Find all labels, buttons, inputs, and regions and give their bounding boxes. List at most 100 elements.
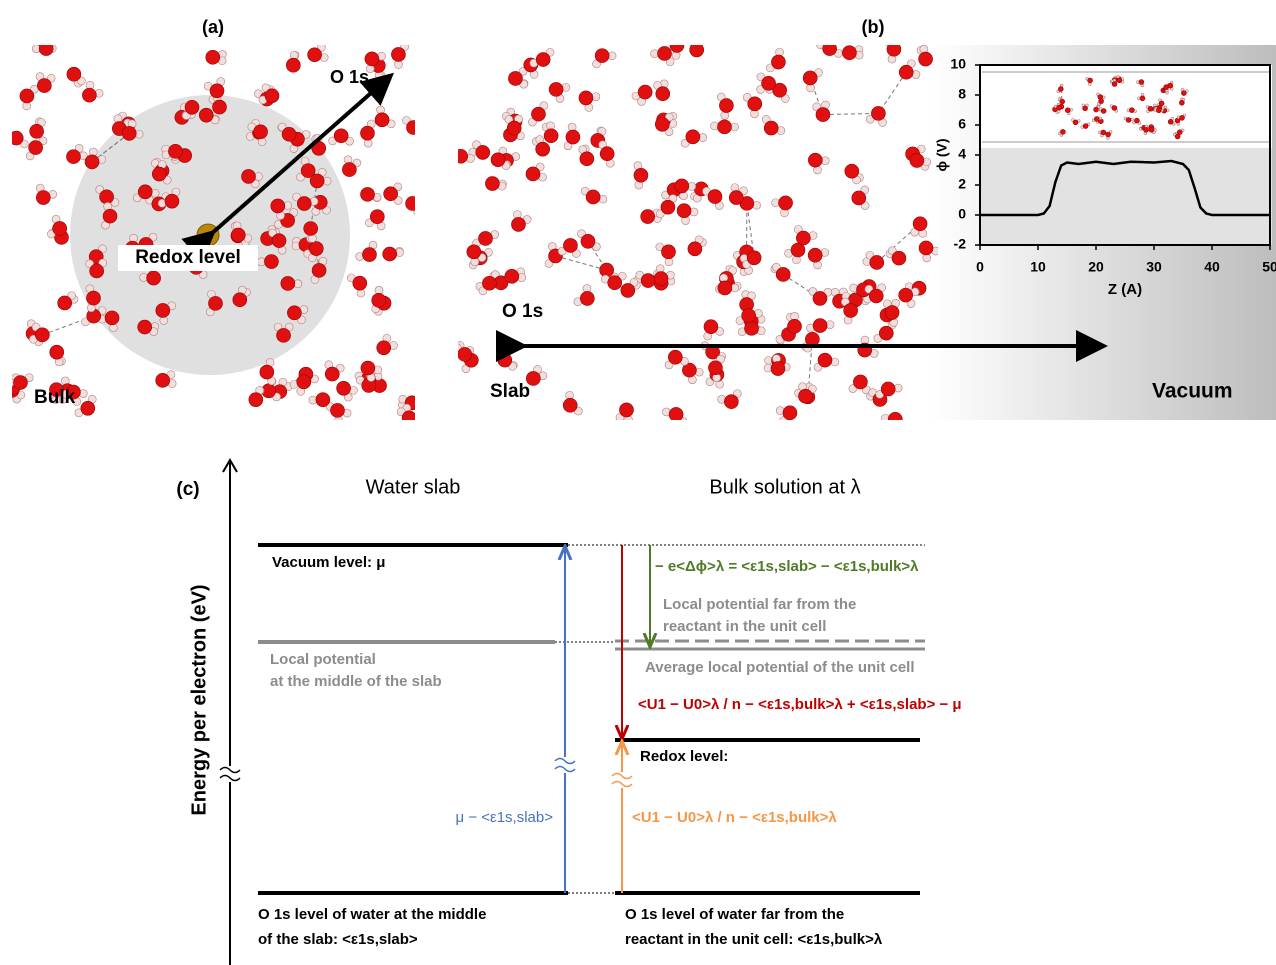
oxygen-atom <box>891 250 907 266</box>
oxygen-atom <box>511 217 526 232</box>
hydrogen-atom <box>885 423 893 431</box>
axis-arrowhead <box>222 458 238 473</box>
oxygen-atom <box>782 405 798 420</box>
oxygen-atom <box>308 241 324 256</box>
label: O 1s level of water far from the <box>625 906 844 923</box>
oxygen-atom <box>878 325 894 341</box>
oxygen-atom <box>918 51 933 67</box>
oxygen-atom <box>682 362 697 378</box>
oxygen-atom <box>579 151 595 167</box>
oxygen-atom <box>1143 127 1149 133</box>
oxygen-atom <box>535 141 550 157</box>
oxygen-atom <box>84 154 100 170</box>
oxygen-atom <box>37 78 52 93</box>
oxygen-atom <box>744 321 759 336</box>
break <box>554 757 576 773</box>
oxygen-atom <box>822 45 837 56</box>
oxygen-atom <box>360 187 375 202</box>
oxygen-atom <box>1167 82 1174 89</box>
oxygen-atom <box>717 119 732 135</box>
oxygen-atom <box>887 412 903 420</box>
oxygen-atom <box>871 106 886 121</box>
oxygen-atom <box>884 305 900 320</box>
oxygen-atom <box>741 308 756 323</box>
water-molecules-b <box>458 45 938 431</box>
oxygen-atom <box>580 233 596 249</box>
oxygen-atom <box>660 199 676 215</box>
label: − e<Δϕ>λ = <ε1s,slab> − <ε1s,bulk>λ <box>655 558 919 575</box>
oxygen-atom <box>66 149 81 164</box>
oxygen-atom <box>137 184 153 200</box>
oxygen-atom <box>259 364 275 380</box>
hydrogen-atom <box>699 45 704 46</box>
oxygen-atom <box>382 246 398 262</box>
oxygen-atom <box>287 305 302 321</box>
oxygen-atom <box>607 275 623 291</box>
oxygen-atom <box>817 352 833 368</box>
oxygen-atom <box>775 267 791 282</box>
hydrogen-bond <box>91 132 130 163</box>
y-tick-label: 4 <box>958 146 966 162</box>
oxygen-atom <box>898 64 914 80</box>
label: Vacuum level: μ <box>272 554 385 571</box>
oxygen-atom <box>286 57 301 73</box>
oxygen-atom <box>798 388 813 404</box>
x-tick-label: 50 <box>1262 259 1276 275</box>
label: <U1 − U0>λ / n − <ε1s,bulk>λ + <ε1s,slab… <box>638 696 962 713</box>
oxygen-atom <box>248 392 264 407</box>
oxygen-atom <box>1156 107 1162 114</box>
hydrogen-atom <box>414 194 415 198</box>
oxygen-atom <box>668 349 683 365</box>
oxygen-atom <box>151 166 167 182</box>
oxygen-atom <box>276 328 291 343</box>
oxygen-atom <box>548 82 564 97</box>
oxygen-atom <box>812 291 828 306</box>
oxygen-atom <box>205 49 221 65</box>
oxygen-atom <box>640 273 656 288</box>
oxygen-atom <box>360 125 375 141</box>
oxygen-atom <box>506 120 522 136</box>
oxygen-atom <box>1139 95 1146 102</box>
x-tick-label: 30 <box>1146 259 1162 275</box>
hydrogen-bond <box>877 71 907 114</box>
oxygen-atom <box>19 88 35 104</box>
break-bg <box>610 772 634 788</box>
oxygen-atom <box>482 275 497 291</box>
oxygen-atom <box>352 275 368 291</box>
oxygen-atom <box>763 120 779 136</box>
oxygen-atom <box>796 230 811 246</box>
oxygen-atom <box>264 254 279 269</box>
oxygen-atom <box>264 88 280 104</box>
oxygen-atom <box>371 293 387 308</box>
inset-bg <box>980 148 1272 245</box>
oxygen-atom <box>1056 104 1062 111</box>
y-tick-label: 2 <box>958 176 966 192</box>
oxygen-atom <box>1158 100 1165 107</box>
oxygen-atom <box>315 392 331 407</box>
oxygen-atom <box>787 319 802 334</box>
x-tick-label: 0 <box>976 259 984 275</box>
oxygen-atom <box>1147 105 1154 112</box>
oxygen-atom <box>655 86 671 102</box>
oxygen-atom <box>1179 115 1185 121</box>
panel-label: (c) <box>176 479 199 500</box>
oxygen-atom <box>724 394 739 409</box>
oxygen-atom <box>1111 105 1118 111</box>
oxygen-atom <box>360 360 376 376</box>
oxygen-atom <box>1082 105 1088 112</box>
break <box>611 772 633 788</box>
oxygen-atom <box>869 255 885 270</box>
oxygen-atom <box>717 280 733 296</box>
oxygen-atom <box>703 319 719 334</box>
oxygen-atom <box>1072 119 1079 126</box>
column-title: Bulk solution at λ <box>709 476 860 498</box>
x-tick-label: 40 <box>1204 259 1220 275</box>
hydrogen-atom <box>688 45 694 46</box>
oxygen-atom <box>728 190 744 205</box>
oxygen-atom <box>535 52 551 67</box>
distance-arrow <box>181 72 394 263</box>
oxygen-atom <box>497 352 513 368</box>
oxygen-atom <box>578 90 594 106</box>
oxygen-atom <box>155 303 171 318</box>
